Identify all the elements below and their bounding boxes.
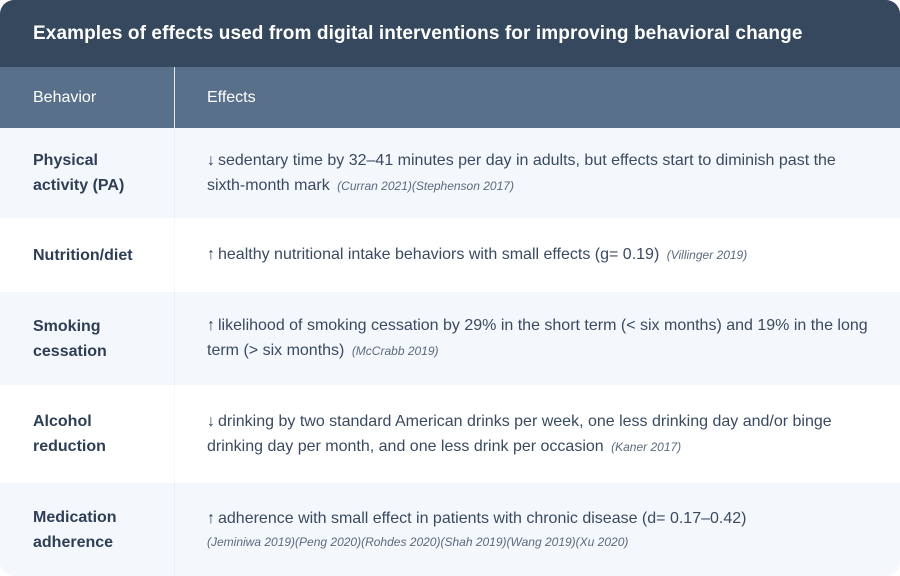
behavior-cell: Nutrition/diet [0, 218, 175, 292]
citation: (Curran 2021)(Stephenson 2017) [337, 178, 514, 193]
table-row: Medication adherence ↑ adherence with sma… [0, 483, 900, 576]
arrow-up-icon: ↑ [207, 246, 215, 263]
table-title: Examples of effects used from digital in… [33, 22, 803, 44]
behavior-cell: Smoking cessation [0, 292, 175, 385]
table-title-bar: Examples of effects used from digital in… [0, 0, 900, 67]
table-header-row: Behavior Effects [0, 67, 900, 128]
effect-text: sedentary time by 32–41 minutes per day … [207, 151, 836, 194]
effects-cell: ↓ sedentary time by 32–41 minutes per day… [175, 128, 900, 218]
effects-cell: ↑ healthy nutritional intake behaviors wi… [175, 218, 900, 292]
effect-text: likelihood of smoking cessation by 29% i… [207, 317, 868, 359]
arrow-up-icon: ↑ [207, 317, 215, 334]
effects-cell: ↑ adherence with small effect in patients… [175, 483, 900, 576]
table-row: Alcohol reduction ↓ drinking by two stand… [0, 385, 900, 483]
column-header-behavior: Behavior [0, 67, 175, 128]
effects-cell: ↑ likelihood of smoking cessation by 29% … [175, 292, 900, 385]
table-row: Smoking cessation ↑ likelihood of smoking… [0, 292, 900, 385]
behavior-cell: Alcohol reduction [0, 385, 175, 483]
arrow-down-icon: ↓ [207, 151, 215, 169]
arrow-down-icon: ↓ [207, 412, 215, 430]
effect-text: drinking by two standard American drinks… [207, 412, 832, 455]
citation: (Jeminiwa 2019)(Peng 2020)(Rohdes 2020)(… [207, 535, 629, 549]
behavior-cell: Physical activity (PA) [0, 128, 175, 218]
effects-cell: ↓ drinking by two standard American drink… [175, 385, 900, 483]
citation: (Kaner 2017) [611, 439, 682, 454]
arrow-up-icon: ↑ [207, 510, 215, 527]
effect-text: adherence with small effect in patients … [218, 510, 747, 527]
column-header-effects: Effects [207, 88, 256, 106]
table-row: Nutrition/diet ↑ healthy nutritional inta… [0, 218, 900, 292]
behavior-cell: Medication adherence [0, 483, 175, 576]
citation: (Villinger 2019) [666, 248, 748, 262]
effect-text: healthy nutritional intake behaviors wit… [218, 246, 660, 263]
table-row: Physical activity (PA) ↓ sedentary time b… [0, 128, 900, 218]
citation: (McCrabb 2019) [351, 344, 439, 358]
